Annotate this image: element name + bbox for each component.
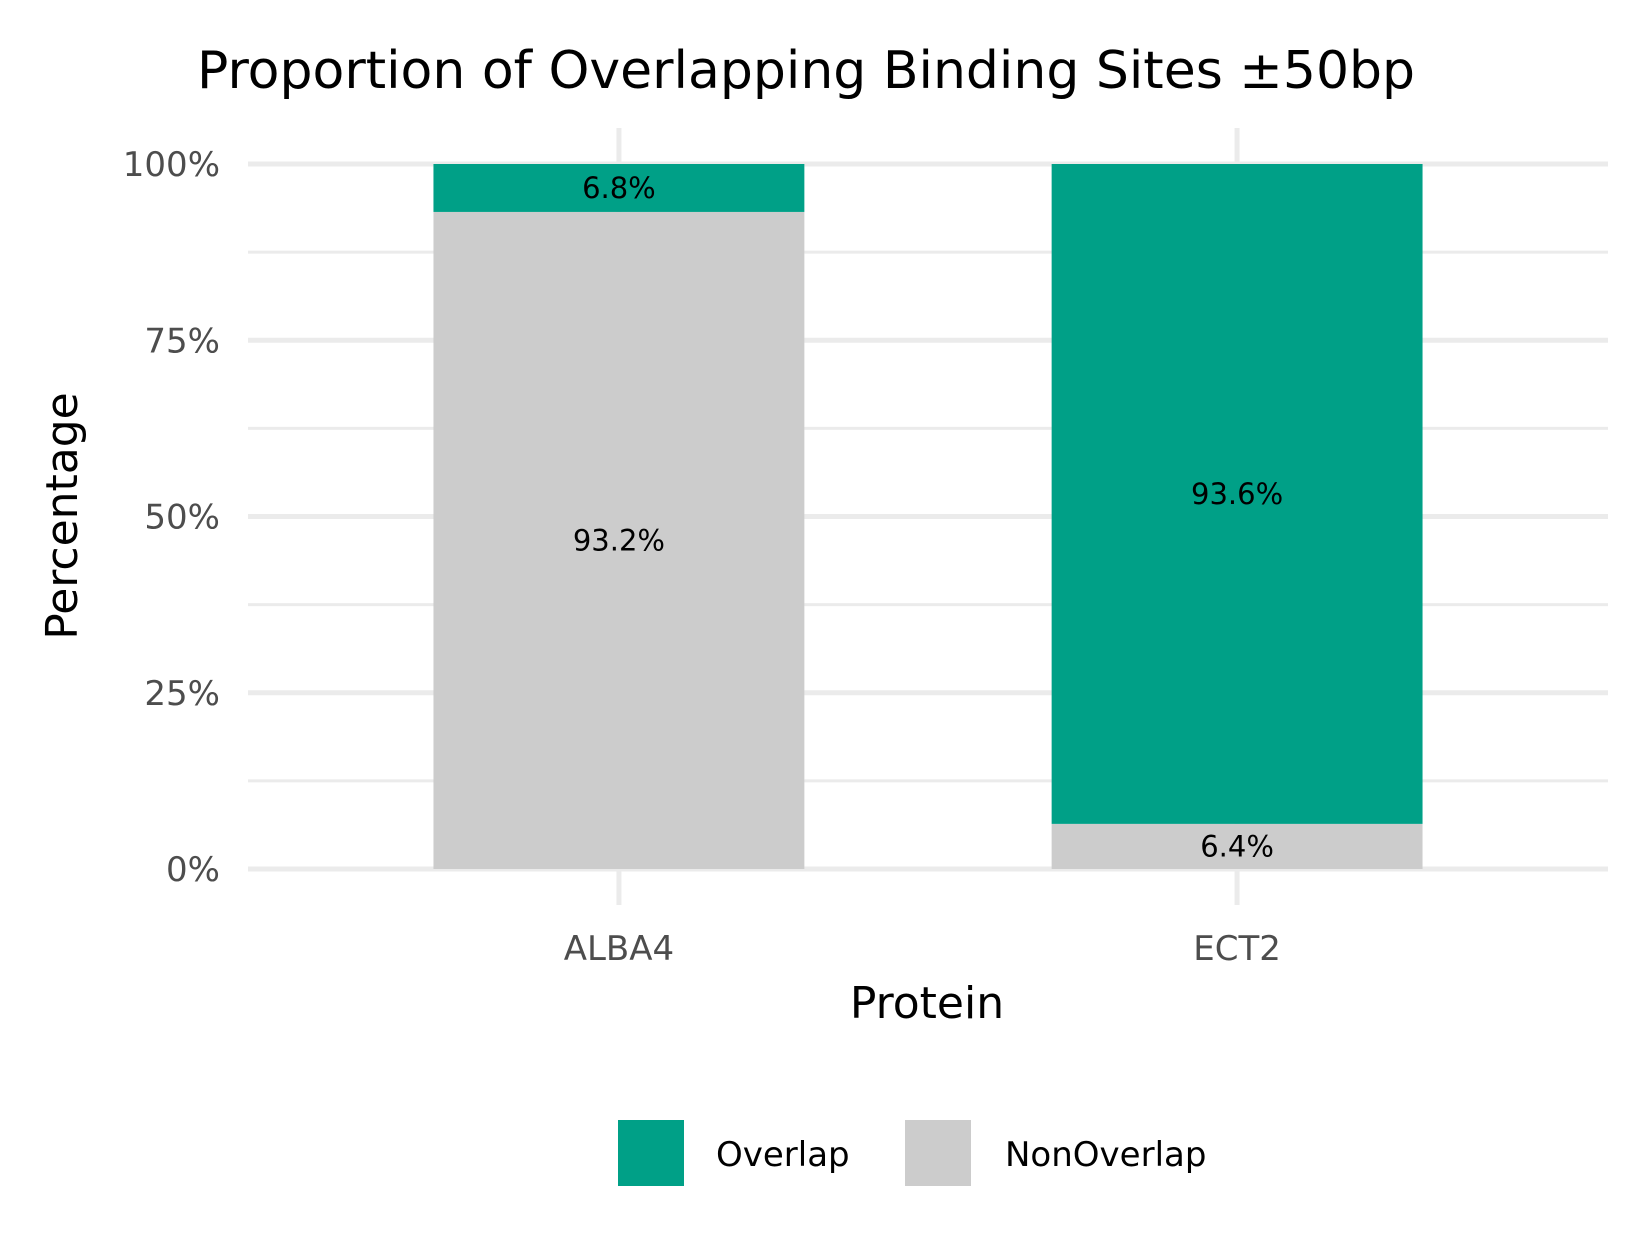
data-label-nonoverlap: 93.2% — [573, 523, 665, 557]
bar-segment-nonoverlap — [433, 211, 805, 869]
x-tick-label: ECT2 — [1193, 929, 1281, 969]
x-axis-title: Protein — [850, 978, 1004, 1029]
y-tick-label: 25% — [144, 674, 220, 714]
x-axis-ticks: ALBA4 ECT2 — [564, 929, 1281, 969]
y-tick-label: 50% — [144, 498, 220, 538]
y-axis-ticks: 0% 25% 50% 75% 100% — [123, 145, 220, 890]
legend-swatch-nonoverlap — [905, 1120, 971, 1186]
x-tick-label: ALBA4 — [564, 929, 674, 969]
y-tick-label: 75% — [144, 321, 220, 361]
bar-segment-overlap — [1051, 164, 1423, 824]
bar-segment-overlap — [433, 164, 805, 212]
legend-label-nonoverlap: NonOverlap — [1005, 1135, 1206, 1175]
y-tick-label: 100% — [123, 145, 220, 185]
legend-swatch-overlap — [618, 1120, 684, 1186]
data-label-overlap: 93.6% — [1191, 477, 1283, 511]
data-label-nonoverlap: 6.4% — [1200, 829, 1274, 863]
legend-label-overlap: Overlap — [716, 1135, 850, 1175]
y-tick-label: 0% — [166, 850, 220, 890]
chart-title: Proportion of Overlapping Binding Sites … — [197, 41, 1415, 101]
data-labels: 93.2% 6.8% 6.4% 93.6% — [573, 171, 1283, 863]
data-label-overlap: 6.8% — [582, 171, 656, 205]
bar-segment-nonoverlap — [1051, 823, 1423, 869]
y-axis-title: Percentage — [37, 392, 88, 640]
legend: Overlap NonOverlap — [618, 1120, 1206, 1186]
bars — [433, 164, 1423, 869]
